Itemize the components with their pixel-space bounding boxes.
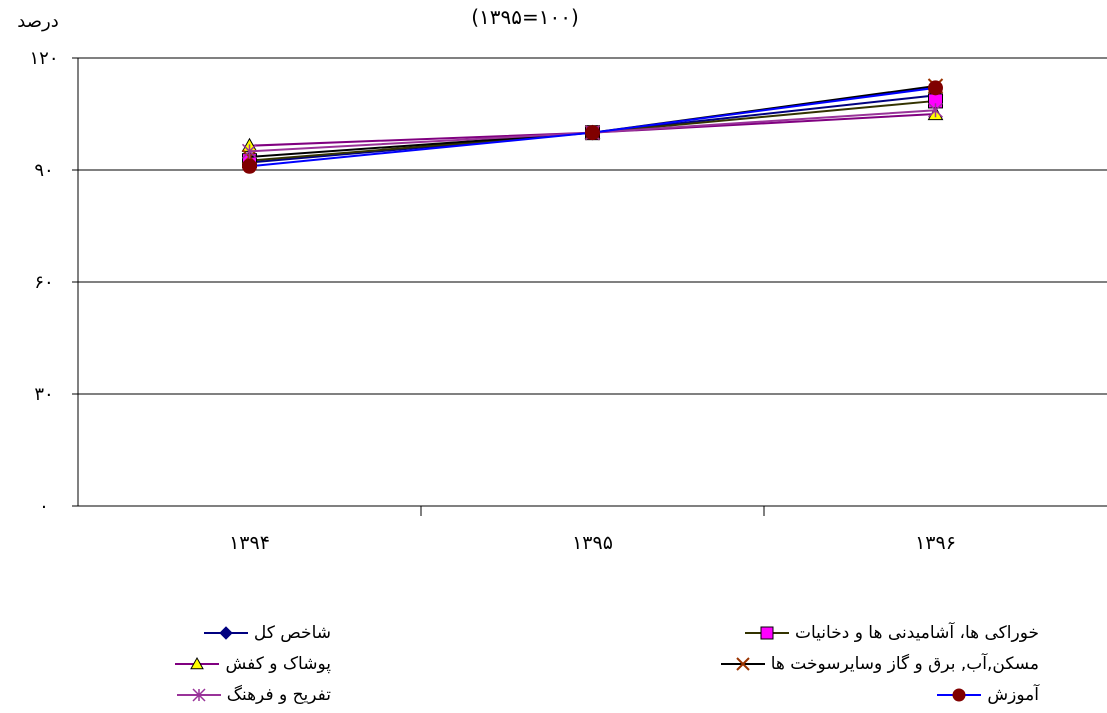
legend-item: شاخص کل [202, 622, 331, 644]
x-tick-label: ۱۳۹۵ [572, 532, 613, 554]
legend-label: خوراکی ها، آشامیدنی ها و دخانیات [794, 623, 1039, 643]
x-tick-label: ۱۳۹۴ [229, 532, 270, 554]
legend-label: تفریح و فرهنگ [226, 685, 331, 705]
legend-item: پوشاک و کفش [173, 653, 331, 675]
legend-item: مسکن,آب, برق و گاز وسایرسوخت ها [719, 653, 1039, 675]
data-point [190, 656, 205, 670]
y-tick-label: ۱۲۰ [29, 48, 58, 69]
y-tick-label: ۳۰ [34, 384, 53, 405]
data-point [219, 626, 233, 640]
data-point [242, 158, 257, 174]
legend-swatch [203, 626, 248, 640]
legend-swatch [937, 688, 982, 702]
legend-label: پوشاک و کفش [225, 654, 331, 674]
legend-item: خوراکی ها، آشامیدنی ها و دخانیات [743, 622, 1039, 644]
legend-swatch [720, 657, 765, 671]
y-axis-label: درصد [17, 11, 58, 32]
series-circle [242, 80, 943, 174]
data-point [952, 688, 966, 702]
legend-label: آموزش [987, 685, 1039, 705]
data-point [760, 626, 774, 640]
legend-item: آموزش [935, 684, 1039, 706]
chart-subtitle: (۱۳۹۵=۱۰۰) [471, 5, 579, 29]
data-point [192, 688, 206, 702]
y-tick-label: ۹۰ [34, 160, 53, 181]
legend-label: شاخص کل [253, 623, 331, 643]
legend-swatch [744, 626, 789, 640]
x-tick-label: ۱۳۹۶ [915, 532, 956, 554]
legend-label: مسکن,آب, برق و گاز وسایرسوخت ها [770, 654, 1039, 674]
y-tick-label: ۶۰ [34, 272, 53, 293]
series-x [241, 78, 944, 165]
data-point [736, 657, 750, 671]
legend-item: تفریح و فرهنگ [175, 684, 331, 706]
data-point [585, 125, 600, 141]
data-point [927, 102, 944, 118]
y-tick-label: ۰ [39, 496, 49, 517]
legend-swatch [175, 656, 220, 670]
data-point [928, 80, 943, 96]
data-point [241, 143, 258, 159]
legend-swatch [176, 688, 221, 702]
